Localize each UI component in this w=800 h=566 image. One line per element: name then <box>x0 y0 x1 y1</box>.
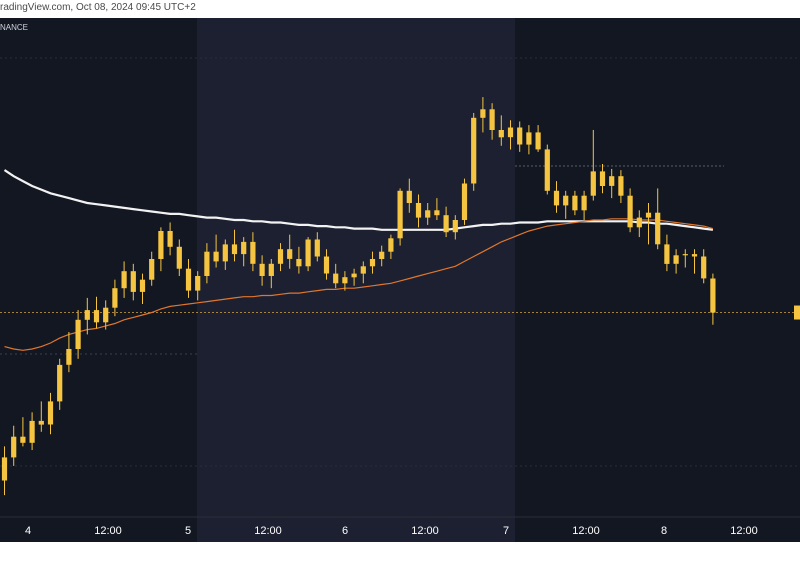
candle-body <box>636 217 642 228</box>
candlestick-series <box>1 97 716 496</box>
candle-body <box>1 457 8 481</box>
x-tick-label: 12:00 <box>94 525 122 537</box>
candle-body <box>241 241 247 255</box>
candle-body <box>29 420 35 443</box>
candle-body <box>664 244 670 264</box>
candle-body <box>406 190 412 203</box>
candle-body <box>185 268 192 291</box>
candle-body <box>489 109 495 130</box>
chart-header: radingView.com, Oct 08, 2024 09:45 UTC+2 <box>0 0 800 18</box>
candle-body <box>158 231 164 259</box>
candle-body <box>287 249 293 259</box>
candle-body <box>149 259 155 280</box>
exchange-label: NANCE <box>0 23 28 32</box>
candle-body <box>673 255 679 264</box>
candle-body <box>112 288 118 308</box>
candle-body <box>195 276 201 291</box>
candle-body <box>397 190 403 239</box>
candle-body <box>296 259 302 267</box>
candle-body <box>434 210 440 216</box>
candle-body <box>342 277 348 284</box>
candle-body <box>277 249 284 264</box>
candle-body <box>333 273 339 284</box>
candle-body <box>103 307 109 323</box>
candle-body <box>691 254 698 257</box>
candle-body <box>572 195 578 211</box>
ema-slow-series <box>3 169 714 231</box>
candle-body <box>517 127 523 145</box>
candle-body <box>11 436 17 458</box>
x-tick-label: 12:00 <box>411 525 439 537</box>
candle-body <box>627 195 633 228</box>
candle-body <box>66 349 72 365</box>
candle-body <box>443 215 449 233</box>
candle-body <box>563 195 569 206</box>
candle-body <box>369 259 376 267</box>
candle-body <box>93 310 100 323</box>
candle-body <box>130 271 136 292</box>
candle-body <box>84 310 90 320</box>
candle-body <box>590 171 596 196</box>
x-axis: 4 12:00 5 12:00 6 12:00 7 12:00 8 12:00 <box>0 516 800 537</box>
current-price-tag <box>794 305 800 320</box>
candle-body <box>323 256 330 274</box>
candle-body <box>314 239 320 257</box>
candle-body <box>701 256 707 279</box>
candle-body <box>599 171 606 186</box>
candle-body <box>47 401 54 425</box>
candle-body <box>167 231 173 247</box>
x-tick-label: 12:00 <box>254 525 282 537</box>
candle-body <box>461 183 468 220</box>
candle-body <box>553 190 560 206</box>
candle-body <box>231 244 238 255</box>
candle-body <box>222 244 228 262</box>
candle-body <box>544 149 550 191</box>
x-tick-label: 12:00 <box>572 525 600 537</box>
candle-body <box>213 251 219 262</box>
candle-body <box>139 279 146 292</box>
ema-fast-series <box>4 218 714 351</box>
candle-body <box>259 263 265 276</box>
candle-body <box>609 176 615 186</box>
candle-body <box>581 195 587 211</box>
candle-body <box>425 210 431 218</box>
x-tick-label: 5 <box>185 525 191 537</box>
candle-body <box>526 132 532 145</box>
candle-body <box>655 212 661 245</box>
candle-body <box>618 176 624 196</box>
candle-body <box>682 254 688 256</box>
candle-body <box>20 436 26 443</box>
candle-body <box>480 109 486 118</box>
candle-body <box>710 278 716 313</box>
candle-body <box>507 127 514 138</box>
x-tick-label: 4 <box>25 525 31 537</box>
candle-body <box>388 238 394 252</box>
candle-body <box>250 241 256 264</box>
candle-body <box>360 266 366 274</box>
candle-body <box>57 364 63 402</box>
x-tick-label: 8 <box>661 525 667 537</box>
candle-body <box>379 251 385 259</box>
chart-source-label: radingView.com, Oct 08, 2024 09:45 UTC+2 <box>0 2 196 13</box>
candle-body <box>268 263 274 276</box>
x-tick-label: 12:00 <box>730 525 758 537</box>
weekend-band <box>197 18 515 542</box>
candle-body <box>38 420 44 425</box>
chart-footer <box>0 542 800 566</box>
candle-body <box>535 132 541 150</box>
candle-body <box>75 319 81 349</box>
candle-body <box>498 130 504 138</box>
price-chart[interactable]: NANCE 4 12:00 5 12:00 6 12:00 7 12:00 8 12:00 <box>0 18 800 542</box>
candle-body <box>204 251 210 276</box>
candle-body <box>471 117 477 184</box>
candle-body <box>305 239 311 267</box>
candle-body <box>452 220 458 233</box>
candle-body <box>645 212 652 218</box>
x-tick-label: 7 <box>503 525 509 537</box>
candle-body <box>415 203 422 218</box>
x-tick-label: 6 <box>342 525 348 537</box>
candle-body <box>121 271 127 289</box>
candle-body <box>176 246 182 269</box>
candle-body <box>351 273 357 278</box>
